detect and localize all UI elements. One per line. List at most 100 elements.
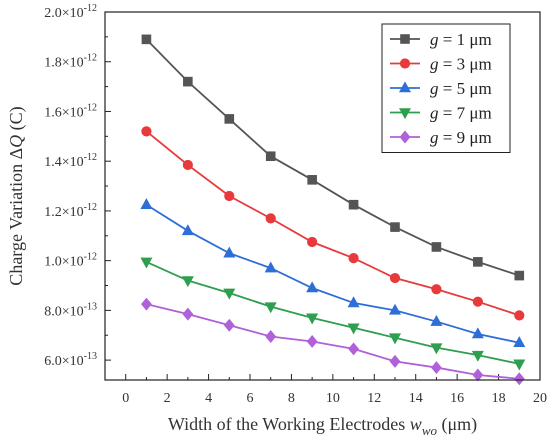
y-tick-label: 1.0×10-12 [44,252,97,270]
y-tick-label: 1.4×10-12 [44,152,97,170]
point-square [183,76,193,87]
point-square [390,222,400,232]
x-tick-label: 0 [122,391,129,406]
legend-label: g = 9 μm [430,128,492,147]
plot-frame [104,11,541,381]
y-tick-label: 6.0×10-13 [44,351,97,369]
legend-label: g = 5 μm [430,79,492,98]
x-tick-label: 10 [326,391,340,406]
y-tick-label: 1.8×10-12 [44,53,97,71]
x-axis-title-suffix: (μm) [437,414,477,435]
series-2 [141,126,525,321]
point-triangle-up [181,224,194,236]
series-line [146,261,520,365]
point-square [514,270,525,281]
series-5 [141,297,525,386]
x-tick-label: 2 [164,391,171,406]
point-circle [472,296,483,307]
point-square [400,34,410,44]
point-triangle-down [306,313,319,325]
point-circle [399,58,411,69]
legend-label: g = 7 μm [430,104,492,123]
legend-label: g = 3 μm [430,55,492,74]
legend: g = 1 μm g = 3 μm g = 5 μm g = 7 μm g = 9 μm [381,23,511,153]
x-tick-label: 18 [492,391,506,406]
point-triangle-down [398,108,412,120]
x-axis-title: Width of the Working Electrodes wwo (μm) [168,414,477,438]
point-square [348,199,359,210]
point-diamond [141,297,152,311]
point-triangle-down [347,323,360,335]
x-tick-label: 16 [450,391,464,406]
series-line [145,38,520,277]
y-axis-title-suffix: (C) [6,106,27,135]
y-tick-label: 1.2×10-12 [44,202,97,220]
point-triangle-up [513,336,526,348]
series-line [145,203,520,344]
series-1 [141,34,525,281]
point-triangle-up [264,261,277,273]
point-square [141,34,152,45]
point-circle [307,236,318,248]
point-triangle-up [223,246,236,258]
point-triangle-down [264,302,277,314]
y-tick-label: 1.6×10-12 [44,102,97,120]
point-diamond [399,130,411,144]
point-triangle-down [471,350,484,362]
point-circle [224,190,235,202]
point-diamond [389,354,401,368]
point-circle [389,272,401,284]
series-3 [140,198,526,348]
point-square [224,114,235,124]
series-line [145,130,520,317]
y-tick-label: 8.0×10-13 [44,301,97,319]
point-circle [514,310,525,321]
x-tick-label: 8 [288,391,295,406]
series-line [146,303,520,380]
x-axis-title-sub: wo [422,423,438,438]
x-tick-label: 12 [367,391,381,406]
point-diamond [513,372,525,386]
ticks: 0 2 4 6 8 10 12 14 16 18 20 6.0×10-13 8.0×10-13 1.0×1… [44,3,547,406]
point-diamond [348,342,359,356]
point-diamond [223,318,235,332]
point-triangle-up [471,327,484,339]
point-diamond [306,334,318,348]
x-tick-label: 14 [409,391,423,406]
x-tick-label: 20 [533,391,547,406]
point-triangle-up [306,281,319,293]
legend-label: g = 1 μm [430,30,492,49]
point-triangle-up [430,314,443,326]
series-layer [140,34,526,386]
point-circle [348,253,359,264]
y-axis-title: Charge Variation ΔQ (C) [6,106,27,285]
y-axis-title-prefix: Charge Variation Δ [6,148,26,286]
point-circle [431,284,442,295]
point-diamond [472,368,484,382]
point-diamond [265,330,277,343]
point-triangle-up [388,303,402,315]
y-axis-title-var: Q [6,135,26,148]
point-diamond [182,307,194,321]
point-triangle-down [181,276,194,288]
point-triangle-down [223,288,236,300]
point-circle [182,159,193,171]
x-axis-title-prefix: Width of the Working Electrodes [168,414,410,434]
point-circle [265,213,276,224]
point-triangle-up [140,198,153,210]
series-4 [140,257,526,371]
x-axis-title-var: w [410,414,422,434]
y-tick-label: 2.0×10-12 [44,3,97,21]
point-square [265,151,276,162]
point-triangle-up [398,81,412,93]
point-triangle-down [388,333,402,345]
point-triangle-up [347,296,360,308]
point-square [307,175,317,185]
point-triangle-down [140,257,153,269]
point-triangle-down [430,343,443,355]
point-diamond [431,361,442,375]
point-square [431,242,442,252]
point-square [473,257,483,267]
x-tick-label: 6 [247,391,254,406]
